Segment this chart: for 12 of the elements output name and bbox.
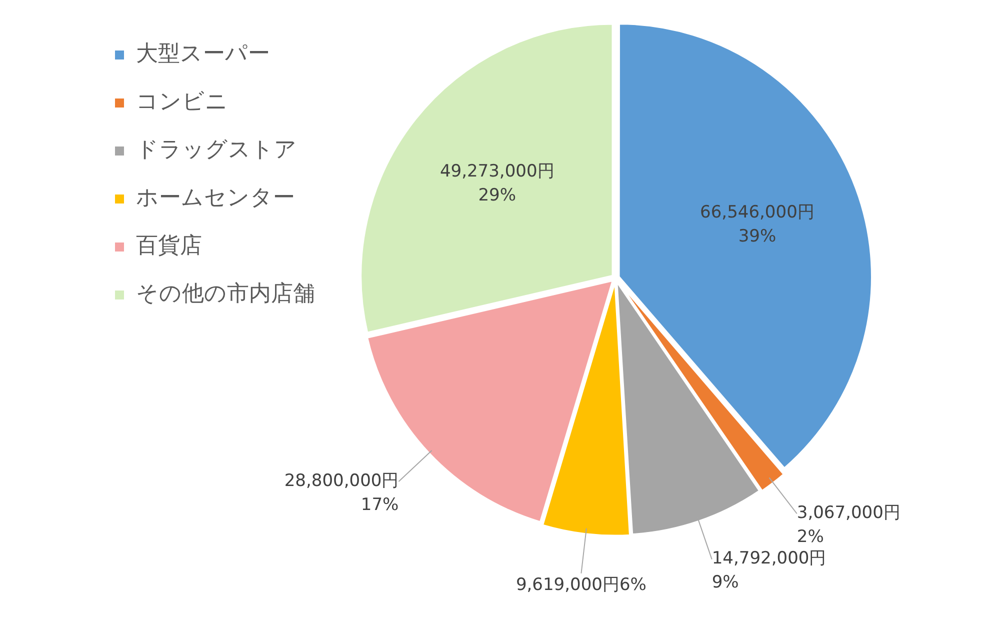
legend-label: 大型スーパー [136, 42, 270, 67]
legend-label: ドラッグストア [136, 138, 297, 163]
data-label: 49,273,000円 29% [440, 161, 554, 206]
legend-label: その他の市内店舗 [136, 282, 315, 307]
data-label: 28,800,000円 17% [284, 470, 399, 515]
data-label: 3,067,000円 2% [796, 503, 900, 548]
data-label: 66,546,000円 39% [700, 202, 814, 247]
data-label: 9,619,000円6% [516, 574, 646, 595]
legend-label: 百貨店 [136, 234, 202, 259]
legend-label: ホームセンター [136, 186, 295, 211]
data-label: 14,792,000円 9% [712, 548, 826, 593]
legend-label: コンビニ [136, 90, 228, 115]
